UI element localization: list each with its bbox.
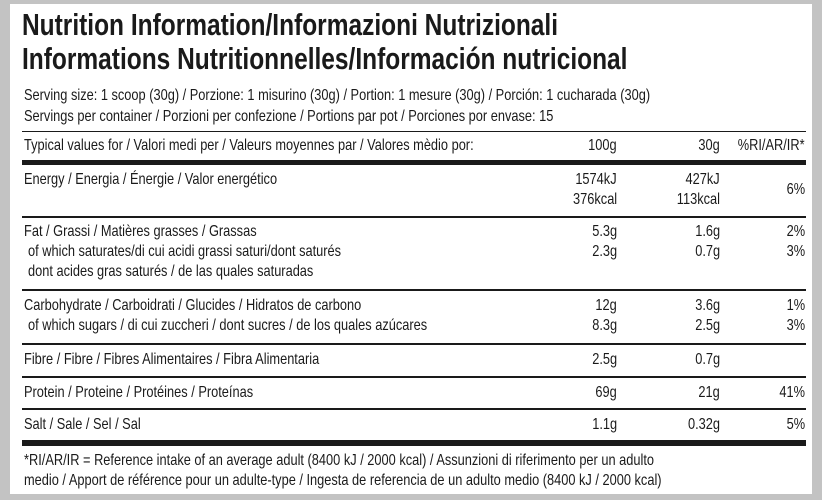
row-salt-30g: 0.32g	[687, 416, 720, 433]
row-sugars-ri: 3%	[786, 317, 806, 334]
row-fat-100g: 5.3g	[592, 223, 617, 240]
row-protein-100g: 69g	[595, 384, 617, 401]
row-salt-ri: 5%	[786, 416, 806, 433]
row-energy-30g-kj: 427kJ	[685, 171, 720, 188]
row-protein-ri: 41%	[779, 384, 805, 401]
nutrition-label: Nutrition Information/Informazioni Nutri…	[10, 4, 812, 494]
divider	[22, 376, 806, 378]
row-saturates-label-2: dont acides gras saturés / de las quales…	[28, 263, 314, 280]
divider	[22, 408, 806, 410]
header-30g: 30g	[698, 137, 720, 154]
row-sugars-30g: 2.5g	[695, 317, 720, 334]
serving-size: Serving size: 1 scoop (30g) / Porzione: …	[24, 87, 651, 104]
thick-divider	[22, 440, 806, 446]
row-carbohydrate-100g: 12g	[595, 297, 617, 314]
row-carbohydrate-ri: 1%	[786, 297, 806, 314]
row-saturates-label: of which saturates/di cui acidi grassi s…	[28, 243, 342, 260]
row-carbohydrate-label: Carbohydrate / Carboidrati / Glucides / …	[24, 297, 362, 314]
header-100g: 100g	[588, 137, 617, 154]
row-fibre-label: Fibre / Fibre / Fibres Alimentaires / Fi…	[24, 351, 320, 368]
divider	[22, 131, 806, 132]
row-energy-100g-kcal: 376kcal	[572, 191, 617, 208]
row-carbohydrate-30g: 3.6g	[695, 297, 720, 314]
row-saturates-100g: 2.3g	[592, 243, 617, 260]
divider	[22, 216, 806, 218]
row-salt-100g: 1.1g	[592, 416, 617, 433]
row-saturates-30g: 0.7g	[695, 243, 720, 260]
row-fat-label: Fat / Grassi / Matières grasses / Grassa…	[24, 223, 257, 240]
title-line-1: Nutrition Information/Informazioni Nutri…	[22, 7, 559, 42]
thick-divider	[22, 160, 806, 165]
row-fat-30g: 1.6g	[695, 223, 720, 240]
footer-line-2: medio / Apport de référence pour un adul…	[24, 472, 662, 489]
row-sugars-label: of which sugars / di cui zuccheri / dont…	[28, 317, 428, 334]
row-protein-label: Protein / Proteine / Protéines / Proteín…	[24, 384, 254, 401]
title-line-2: Informations Nutritionnelles/Información…	[22, 41, 628, 76]
row-saturates-ri: 3%	[786, 243, 806, 260]
header-ri: %RI/AR/IR*	[738, 137, 805, 154]
row-energy-ri: 6%	[786, 181, 806, 198]
row-energy-label: Energy / Energia / Énergie / Valor energ…	[24, 171, 278, 188]
row-sugars-100g: 8.3g	[592, 317, 617, 334]
row-salt-label: Salt / Sale / Sel / Sal	[24, 416, 141, 433]
row-fat-ri: 2%	[786, 223, 806, 240]
row-energy-100g-kj: 1574kJ	[575, 171, 617, 188]
row-protein-30g: 21g	[698, 384, 720, 401]
row-energy-30g-kcal: 113kcal	[676, 191, 720, 208]
footer-line-1: *RI/AR/IR = Reference intake of an avera…	[24, 452, 655, 469]
divider	[22, 343, 806, 345]
servings-per-container: Servings per container / Porzioni per co…	[24, 108, 554, 125]
row-fibre-30g: 0.7g	[695, 351, 720, 368]
row-fibre-100g: 2.5g	[592, 351, 617, 368]
header-label: Typical values for / Valori medi per / V…	[24, 137, 474, 154]
divider	[22, 289, 806, 291]
